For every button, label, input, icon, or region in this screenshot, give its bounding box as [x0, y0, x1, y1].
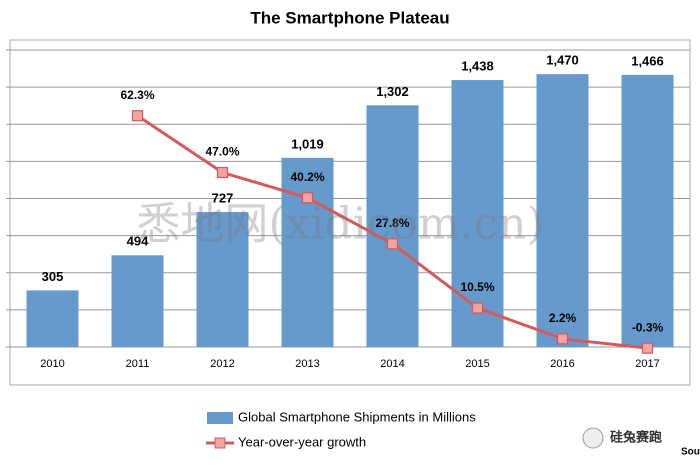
- bar-value-label: 305: [42, 269, 64, 284]
- bar: [111, 255, 164, 347]
- bar: [536, 74, 589, 347]
- line-value-label: 2.2%: [549, 311, 577, 325]
- x-tick-label: 2013: [295, 358, 319, 370]
- line-value-label: 47.0%: [205, 145, 239, 159]
- line-marker: [386, 238, 399, 250]
- line-value-label: 27.8%: [375, 216, 409, 230]
- badge: 硅兔赛跑: [582, 427, 662, 449]
- x-tick-label: 2015: [465, 358, 489, 370]
- line-marker: [556, 333, 569, 345]
- bar-value-label: 1,470: [546, 53, 579, 68]
- bar: [621, 74, 674, 347]
- x-tick-label: 2014: [380, 358, 404, 370]
- bar: [281, 157, 334, 347]
- line-marker: [216, 166, 229, 179]
- badge-icon: [582, 427, 604, 449]
- source: Sou: [681, 447, 700, 458]
- bar: [366, 105, 419, 347]
- legend-marker: [214, 437, 226, 449]
- bar-value-label: 1,438: [461, 59, 494, 74]
- legend-label: Year-over-year growth: [238, 434, 366, 449]
- bar: [26, 290, 79, 347]
- x-tick-label: 2012: [210, 358, 234, 370]
- bar-value-label: 727: [212, 190, 234, 205]
- line-marker: [301, 192, 314, 204]
- watermark: 悉地网(xidicom.cn): [136, 199, 543, 250]
- bar-value-label: 1,466: [631, 53, 664, 68]
- line-marker: [641, 342, 654, 354]
- x-tick-label: 2010: [40, 358, 64, 370]
- line-value-label: 10.5%: [460, 280, 494, 294]
- x-tick-label: 2016: [550, 358, 574, 370]
- line-marker: [471, 302, 484, 314]
- legend-label: Global Smartphone Shipments in Millions: [238, 409, 476, 424]
- chart-title: The Smartphone Plateau: [250, 8, 449, 27]
- bar-value-label: 1,302: [376, 84, 409, 99]
- x-tick-label: 2017: [635, 358, 659, 370]
- line-value-label: 40.2%: [290, 170, 324, 184]
- line-value-label: -0.3%: [632, 320, 664, 334]
- line-value-label: 62.3%: [120, 88, 154, 102]
- x-tick-label: 2011: [126, 358, 150, 370]
- line-marker: [131, 110, 144, 122]
- bar-value-label: 1,019: [291, 136, 324, 151]
- plot-frame: [9, 39, 691, 386]
- legend-swatch: [207, 412, 233, 424]
- badge-text: 硅兔赛跑: [610, 429, 662, 444]
- bar-value-label: 494: [127, 234, 149, 249]
- bar: [196, 212, 249, 347]
